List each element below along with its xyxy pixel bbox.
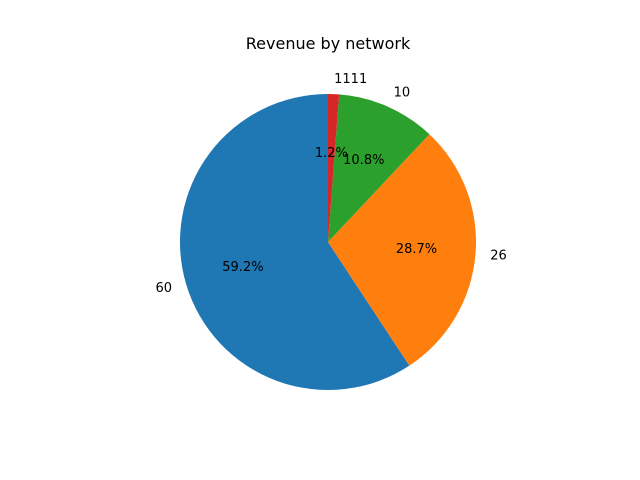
percent-label-1111: 1.2% <box>315 146 348 161</box>
slice-label-1111: 1111 <box>334 72 367 87</box>
slice-label-10: 10 <box>394 86 411 101</box>
percent-label-10: 10.8% <box>343 153 384 168</box>
chart-title: Revenue by network <box>246 34 411 53</box>
pie-labels: 60 59.2% 26 28.7% 10 10.8% 1111 1.2% <box>155 72 506 296</box>
pie-slice-10 <box>328 94 430 242</box>
slice-label-60: 60 <box>155 281 172 296</box>
pie-slices <box>179 94 476 390</box>
pie-slice-26 <box>328 134 476 366</box>
percent-label-26: 28.7% <box>396 242 437 257</box>
percent-label-60: 59.2% <box>222 260 263 275</box>
pie-slice-1111 <box>328 94 340 242</box>
pie-slice-60 <box>179 94 410 390</box>
slice-label-26: 26 <box>490 249 507 264</box>
